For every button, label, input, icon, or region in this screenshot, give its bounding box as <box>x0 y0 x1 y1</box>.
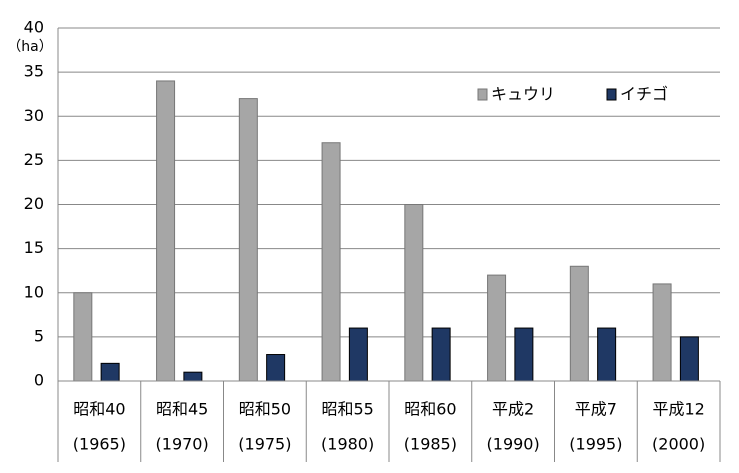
bar <box>404 204 424 382</box>
x-tick-label: 昭和40 <box>73 400 125 419</box>
x-tick-label: (1975) <box>238 435 291 454</box>
y-tick-label: 0 <box>34 371 44 390</box>
x-tick-label: 昭和60 <box>404 400 456 419</box>
x-tick-label: (1980) <box>321 435 374 454</box>
y-tick-label: 40 <box>24 18 44 37</box>
bar <box>266 354 286 382</box>
bar <box>100 362 120 382</box>
x-tick-label: 平成7 <box>575 400 617 419</box>
y-tick-label: 35 <box>24 62 44 81</box>
bar <box>487 274 507 382</box>
x-tick-label: (1965) <box>73 435 126 454</box>
bar <box>321 142 341 382</box>
y-tick-label: 20 <box>24 194 44 213</box>
y-tick-label: 5 <box>34 326 44 345</box>
x-tick-label: (1985) <box>404 435 457 454</box>
x-tick-label: (1970) <box>156 435 209 454</box>
x-tick-label: 昭和55 <box>321 400 373 419</box>
bar <box>73 292 93 382</box>
bar <box>183 371 203 382</box>
bar <box>156 80 176 382</box>
x-tick-label: 平成12 <box>652 400 704 419</box>
bar <box>431 327 451 382</box>
x-tick-label: (2000) <box>652 435 705 454</box>
x-tick-label: 昭和45 <box>156 400 208 419</box>
bar <box>348 327 368 382</box>
x-tick-label: (1995) <box>569 435 622 454</box>
bar <box>569 265 589 382</box>
bar <box>238 98 258 382</box>
bar <box>597 327 617 382</box>
bar <box>514 327 534 382</box>
y-tick-label: 30 <box>24 106 44 125</box>
x-tick-label: 昭和50 <box>239 400 291 419</box>
x-tick-label: 平成2 <box>492 400 534 419</box>
y-tick-label: 15 <box>24 238 44 257</box>
legend-label: イチゴ <box>620 85 668 104</box>
y-tick-label: 25 <box>24 150 44 169</box>
legend-swatch <box>606 88 617 101</box>
bar <box>652 283 672 382</box>
y-tick-label: 10 <box>24 282 44 301</box>
y-axis-label: （ha） <box>7 39 52 55</box>
legend-swatch <box>477 88 488 101</box>
legend-label: キュウリ <box>491 85 555 104</box>
bar <box>679 336 699 382</box>
x-tick-label: (1990) <box>487 435 540 454</box>
